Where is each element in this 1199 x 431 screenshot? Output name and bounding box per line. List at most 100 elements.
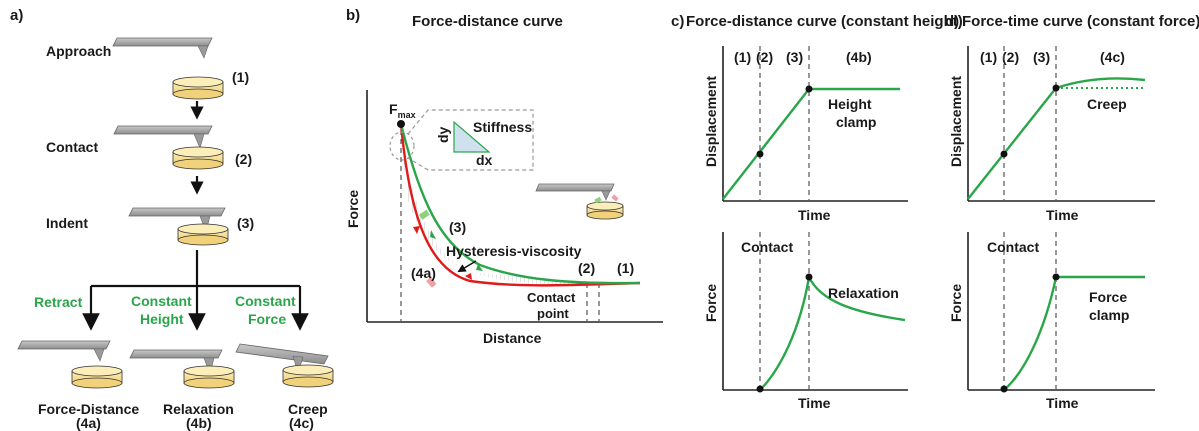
panel-d-step-3: (3): [1033, 49, 1050, 65]
force-clamp-label-1: Force: [1089, 289, 1127, 305]
panel-d-top-contact-point: [1000, 150, 1008, 158]
retract-curve: [399, 123, 641, 287]
hysteresis-pointer: [457, 260, 477, 273]
panel-c-top-ylabel: Displacement: [703, 76, 719, 167]
hysteresis-area: [401, 124, 590, 285]
panel-d-bottom-xlabel: Time: [1046, 395, 1079, 411]
panel-c-contact-label: Contact: [741, 239, 793, 255]
panel-b-xlabel: Distance: [483, 330, 542, 346]
retract-arrowhead-2: [465, 273, 472, 280]
sample-4a: [71, 365, 123, 389]
branch-tree: [82, 250, 309, 331]
contact-point-label-2: point: [537, 306, 569, 321]
retract-cantilever-mini: [426, 277, 437, 288]
sample-2: [172, 146, 224, 170]
cantilever-approach: [112, 37, 213, 59]
indent-label: Indent: [46, 215, 88, 231]
dx-label: dx: [476, 152, 493, 168]
panel-b-label: b): [346, 7, 360, 24]
panel-a: a) Approach (1) Contact (2) Indent: [10, 7, 334, 431]
stiffness-label: Stiffness: [473, 119, 532, 135]
approach-label: Approach: [46, 43, 111, 59]
panel-b-title: Force-distance curve: [412, 13, 563, 30]
panel-d-top-peak-point: [1052, 84, 1060, 92]
constant-height-label-1: Constant: [131, 293, 192, 309]
sample-3: [177, 223, 229, 246]
creep-label: Creep: [1087, 96, 1127, 112]
cantilever-retract: [17, 340, 111, 362]
panel-d-step-1: (1): [980, 49, 997, 65]
fmax-point: [397, 120, 405, 128]
panel-b-step-1: (1): [617, 260, 634, 276]
sample-4c: [282, 364, 334, 388]
panel-d: d) Force-time curve (constant force) (1)…: [945, 13, 1199, 411]
panel-d-force-curve: [1003, 275, 1145, 391]
panel-d-top-ylabel: Displacement: [948, 76, 964, 167]
stiffness-triangle: [453, 120, 491, 153]
fmax-zoom-circle: [389, 131, 415, 161]
panel-b-step-3: (3): [449, 219, 466, 235]
panel-c-bottom-xlabel: Time: [798, 395, 831, 411]
sample-1: [172, 76, 224, 100]
contact-label: Contact: [46, 139, 98, 155]
result-4b-code: (4b): [186, 415, 212, 431]
panel-c-top-xlabel: Time: [798, 207, 831, 223]
panel-c-step-3: (3): [786, 49, 803, 65]
height-clamp-label-2: clamp: [836, 114, 876, 130]
panel-c-displacement-curve: [722, 87, 900, 200]
relaxation-label: Relaxation: [828, 285, 899, 301]
force-clamp-label-2: clamp: [1089, 307, 1129, 323]
result-relaxation: Relaxation: [163, 401, 234, 417]
result-force-distance: Force-Distance: [38, 401, 139, 417]
result-4a-code: (4a): [76, 415, 101, 431]
panel-d-label: d): [945, 13, 959, 30]
approach-cantilever-mini: [419, 209, 430, 220]
panel-c-bottom-contact-point: [756, 385, 764, 393]
indentation-schematic: [535, 183, 624, 220]
panel-d-top-xlabel: Time: [1046, 207, 1079, 223]
retract-arrowhead-1: [413, 226, 420, 234]
panel-c-step-2: (2): [756, 49, 773, 65]
result-4c-code: (4c): [289, 415, 314, 431]
panel-a-label: a): [10, 7, 23, 24]
retract-label: Retract: [34, 294, 83, 310]
panel-c-label: c): [671, 13, 684, 30]
constant-force-label-1: Constant: [235, 293, 296, 309]
panel-b-ylabel: Force: [345, 190, 361, 228]
approach-arrowhead-1: [430, 230, 436, 239]
panel-d-contact-label: Contact: [987, 239, 1039, 255]
panel-c-step-4b: (4b): [846, 49, 872, 65]
panel-c-top-contact-point: [756, 150, 764, 158]
step-3-label: (3): [237, 215, 254, 231]
panel-c-top-peak-point: [805, 85, 813, 93]
panel-c: c) Force-distance curve (constant height…: [671, 13, 963, 411]
panel-c-bottom-ylabel: Force: [703, 284, 719, 322]
constant-height-label-2: Height: [140, 311, 184, 327]
panel-d-bottom-peak-point: [1052, 273, 1060, 281]
approach-curve: [399, 123, 641, 285]
panel-b-step-4a: (4a): [411, 265, 436, 281]
panel-b: b) Force-distance curve Force Distance F…: [345, 7, 663, 346]
panel-d-step-2: (2): [1002, 49, 1019, 65]
panel-c-bottom-peak-point: [805, 273, 813, 281]
step-2-label: (2): [235, 151, 252, 167]
cantilever-contact: [113, 125, 213, 149]
dy-label: dy: [435, 126, 451, 143]
hysteresis-label: Hysteresis-viscosity: [446, 243, 582, 259]
height-clamp-label-1: Height: [828, 96, 872, 112]
panel-c-title: Force-distance curve (constant height): [686, 13, 963, 30]
approach-arrowhead-2: [476, 264, 483, 271]
contact-point-label-1: Contact: [527, 290, 576, 305]
panel-d-bottom-ylabel: Force: [948, 284, 964, 322]
constant-force-label-2: Force: [248, 311, 286, 327]
panel-d-step-4c: (4c): [1100, 49, 1125, 65]
panel-b-step-2: (2): [578, 260, 595, 276]
panel-c-step-1: (1): [734, 49, 751, 65]
step-1-label: (1): [232, 69, 249, 85]
sample-4b: [183, 365, 235, 389]
panel-d-title: Force-time curve (constant force): [962, 13, 1199, 30]
result-creep: Creep: [288, 401, 328, 417]
panel-d-bottom-contact-point: [1000, 385, 1008, 393]
fmax-label: Fmax: [389, 101, 416, 120]
